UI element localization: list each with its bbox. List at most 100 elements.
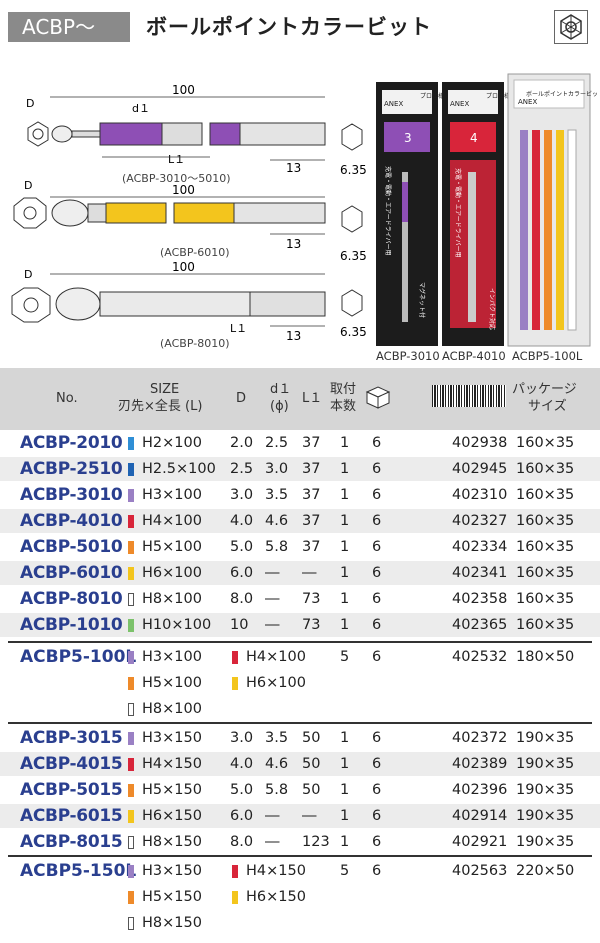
l1-value: ― — [302, 808, 317, 824]
package-usage: 充電・電動・エアードライバー用 — [384, 166, 392, 256]
d1-label: d１ — [132, 102, 150, 115]
d1-value: 2.5 — [265, 435, 289, 451]
size-value: H5×100 — [142, 539, 202, 555]
pcs-value: 6 — [372, 565, 382, 581]
product-number: ACBP-2010 — [20, 433, 123, 453]
size-value: H4×100 — [142, 513, 202, 529]
color-swatch — [128, 593, 134, 606]
caption-1: (ACBP-3010〜5010) — [122, 172, 231, 185]
product-number: ACBP-8015 — [20, 832, 123, 852]
package-impact: インパクト対応 — [488, 288, 496, 330]
d-label: D — [24, 179, 32, 192]
qty-value: 1 — [340, 808, 350, 824]
d1-value: 3.5 — [265, 730, 289, 746]
package-size: 160×35 — [516, 461, 575, 477]
color-swatch — [232, 651, 238, 664]
d1-value: ― — [265, 617, 280, 633]
table-row: ACBP-1010 H10×100 10 ― 73 1 6 402365 160×35 — [0, 613, 600, 637]
table-row: ACBP-8015 H8×150 8.0 ― 123 1 6 402921 190×35 — [0, 830, 600, 854]
l1-value: 37 — [302, 487, 321, 503]
bit-diagrams: D 100 d１ L１ 13 (ACBP-3010〜5010) 6.35 D 1… — [11, 73, 600, 350]
jan-code: 402334 — [452, 539, 508, 555]
diagram-acbp-3010: D 100 d１ L１ 13 (ACBP-3010〜5010) 6.35 — [26, 83, 367, 185]
l1-value: 73 — [302, 591, 321, 607]
d1-value: 4.6 — [265, 513, 289, 529]
package-label-5-100l: ACBP5-100L — [512, 349, 583, 363]
product-number: ACBP-2510 — [20, 459, 123, 479]
package-size: 190×35 — [516, 730, 575, 746]
color-swatch — [232, 677, 238, 690]
length-label: 100 — [172, 260, 195, 274]
size-value: H6×100 — [142, 565, 202, 581]
d-value: 5.0 — [230, 539, 254, 555]
table-header: No. SIZE 刃先×全長 (L) D d１ (ϕ) L１ 取付 本数 パッケ… — [0, 368, 600, 430]
product-number: ACBP-6010 — [20, 563, 123, 583]
color-swatch — [128, 463, 134, 476]
package-size: 160×35 — [516, 435, 575, 451]
l1-value: 37 — [302, 513, 321, 529]
box-icon — [364, 382, 392, 415]
table-row: ACBP-6015 H6×150 6.0 ― ― 1 6 402914 190×35 — [0, 804, 600, 828]
d1-value: 3.0 — [265, 461, 289, 477]
l1-value: 73 — [302, 617, 321, 633]
package-acbp-4010: ANEX プロ仕様 4 充電・電動・エアードライバー用 インパクト対応 — [442, 82, 510, 346]
size-value: H4×150 — [142, 756, 202, 772]
table-row: ACBP-5015 H5×150 5.0 5.8 50 1 6 402396 190×35 — [0, 778, 600, 802]
jan-code: 402914 — [452, 808, 508, 824]
size-value: H4×150 — [246, 863, 306, 879]
size-value: H10×100 — [142, 617, 212, 633]
jan-code: 402563 — [452, 863, 508, 879]
pcs-value: 6 — [372, 591, 382, 607]
l1-label: L１ — [168, 153, 185, 166]
qty-value: 1 — [340, 539, 350, 555]
series-tag: ACBP～ — [8, 12, 130, 42]
size-value: H2×100 — [142, 435, 202, 451]
size-value: H8×100 — [142, 701, 202, 717]
size-value: H8×100 — [142, 591, 202, 607]
product-number: ACBP-4010 — [20, 511, 123, 531]
jan-code: 402938 — [452, 435, 508, 451]
package-label-4010: ACBP-4010 — [442, 349, 506, 363]
qty-value: 1 — [340, 834, 350, 850]
pcs-value: 6 — [372, 649, 382, 665]
col-size-sub: 刃先×全長 (L) — [118, 399, 203, 414]
col-pkg-sub: サイズ — [528, 399, 567, 414]
hex-ball-icon — [554, 10, 588, 44]
d1-value: 3.5 — [265, 487, 289, 503]
pcs-value: 6 — [372, 863, 382, 879]
col-qty-sub: 本数 — [330, 399, 357, 414]
qty-value: 1 — [340, 617, 350, 633]
l1-label: L１ — [230, 322, 247, 335]
shank-label: 13 — [286, 161, 301, 175]
jan-code: 402396 — [452, 782, 508, 798]
product-number: ACBP5-150L — [20, 861, 137, 881]
table-row: ACBP-3010 H3×100 3.0 3.5 37 1 6 402310 160×35 — [0, 483, 600, 507]
package-usage: 充電・電動・エアードライバー用 — [454, 168, 462, 258]
pcs-value: 6 — [372, 834, 382, 850]
size-value: H6×100 — [246, 675, 306, 691]
l1-value: 50 — [302, 756, 321, 772]
d-value: 4.0 — [230, 513, 254, 529]
package-brand: ANEX — [518, 98, 537, 106]
package-size: 180×50 — [516, 649, 575, 665]
jan-code: 402389 — [452, 756, 508, 772]
divider — [8, 855, 592, 857]
pcs-value: 6 — [372, 782, 382, 798]
package-size: 3 — [404, 131, 412, 145]
color-swatch — [128, 758, 134, 771]
d1-value: 5.8 — [265, 539, 289, 555]
table-row: ACBP-4015 H4×150 4.0 4.6 50 1 6 402389 190×35 — [0, 752, 600, 776]
table-row: ACBP-6010 H6×100 6.0 ― ― 1 6 402341 160×35 — [0, 561, 600, 585]
color-swatch — [128, 865, 134, 878]
page-header: ACBP～ ボールポイントカラービット — [8, 10, 592, 44]
col-l1: L１ — [302, 391, 323, 406]
package-size: 160×35 — [516, 591, 575, 607]
pcs-value: 6 — [372, 808, 382, 824]
color-swatch — [128, 891, 134, 904]
package-size: 190×35 — [516, 834, 575, 850]
pcs-value: 6 — [372, 730, 382, 746]
qty-value: 5 — [340, 863, 350, 879]
caption-2: (ACBP-6010) — [160, 246, 230, 259]
product-number: ACBP-3015 — [20, 728, 123, 748]
color-swatch — [128, 567, 134, 580]
